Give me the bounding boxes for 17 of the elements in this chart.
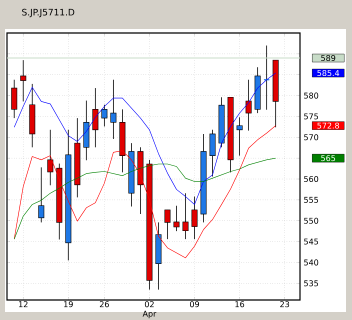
candlestick: [47, 129, 54, 186]
candlestick: [101, 104, 108, 127]
candlestick: [164, 209, 170, 240]
chart-title: S.JP.J5711.D: [22, 8, 74, 18]
candlestick: [110, 79, 116, 140]
candlestick: [182, 192, 189, 240]
candlestick: [263, 45, 270, 110]
line-series: [14, 125, 276, 258]
candlestick: [92, 88, 98, 148]
candlestick: [173, 205, 180, 232]
candlestick: [11, 79, 18, 119]
candlestick: [210, 129, 216, 177]
candlestick: [246, 79, 252, 132]
candlestick: [38, 166, 44, 223]
candlestick: [20, 60, 26, 102]
candlestick: [192, 196, 198, 240]
candlestick: [236, 116, 243, 156]
